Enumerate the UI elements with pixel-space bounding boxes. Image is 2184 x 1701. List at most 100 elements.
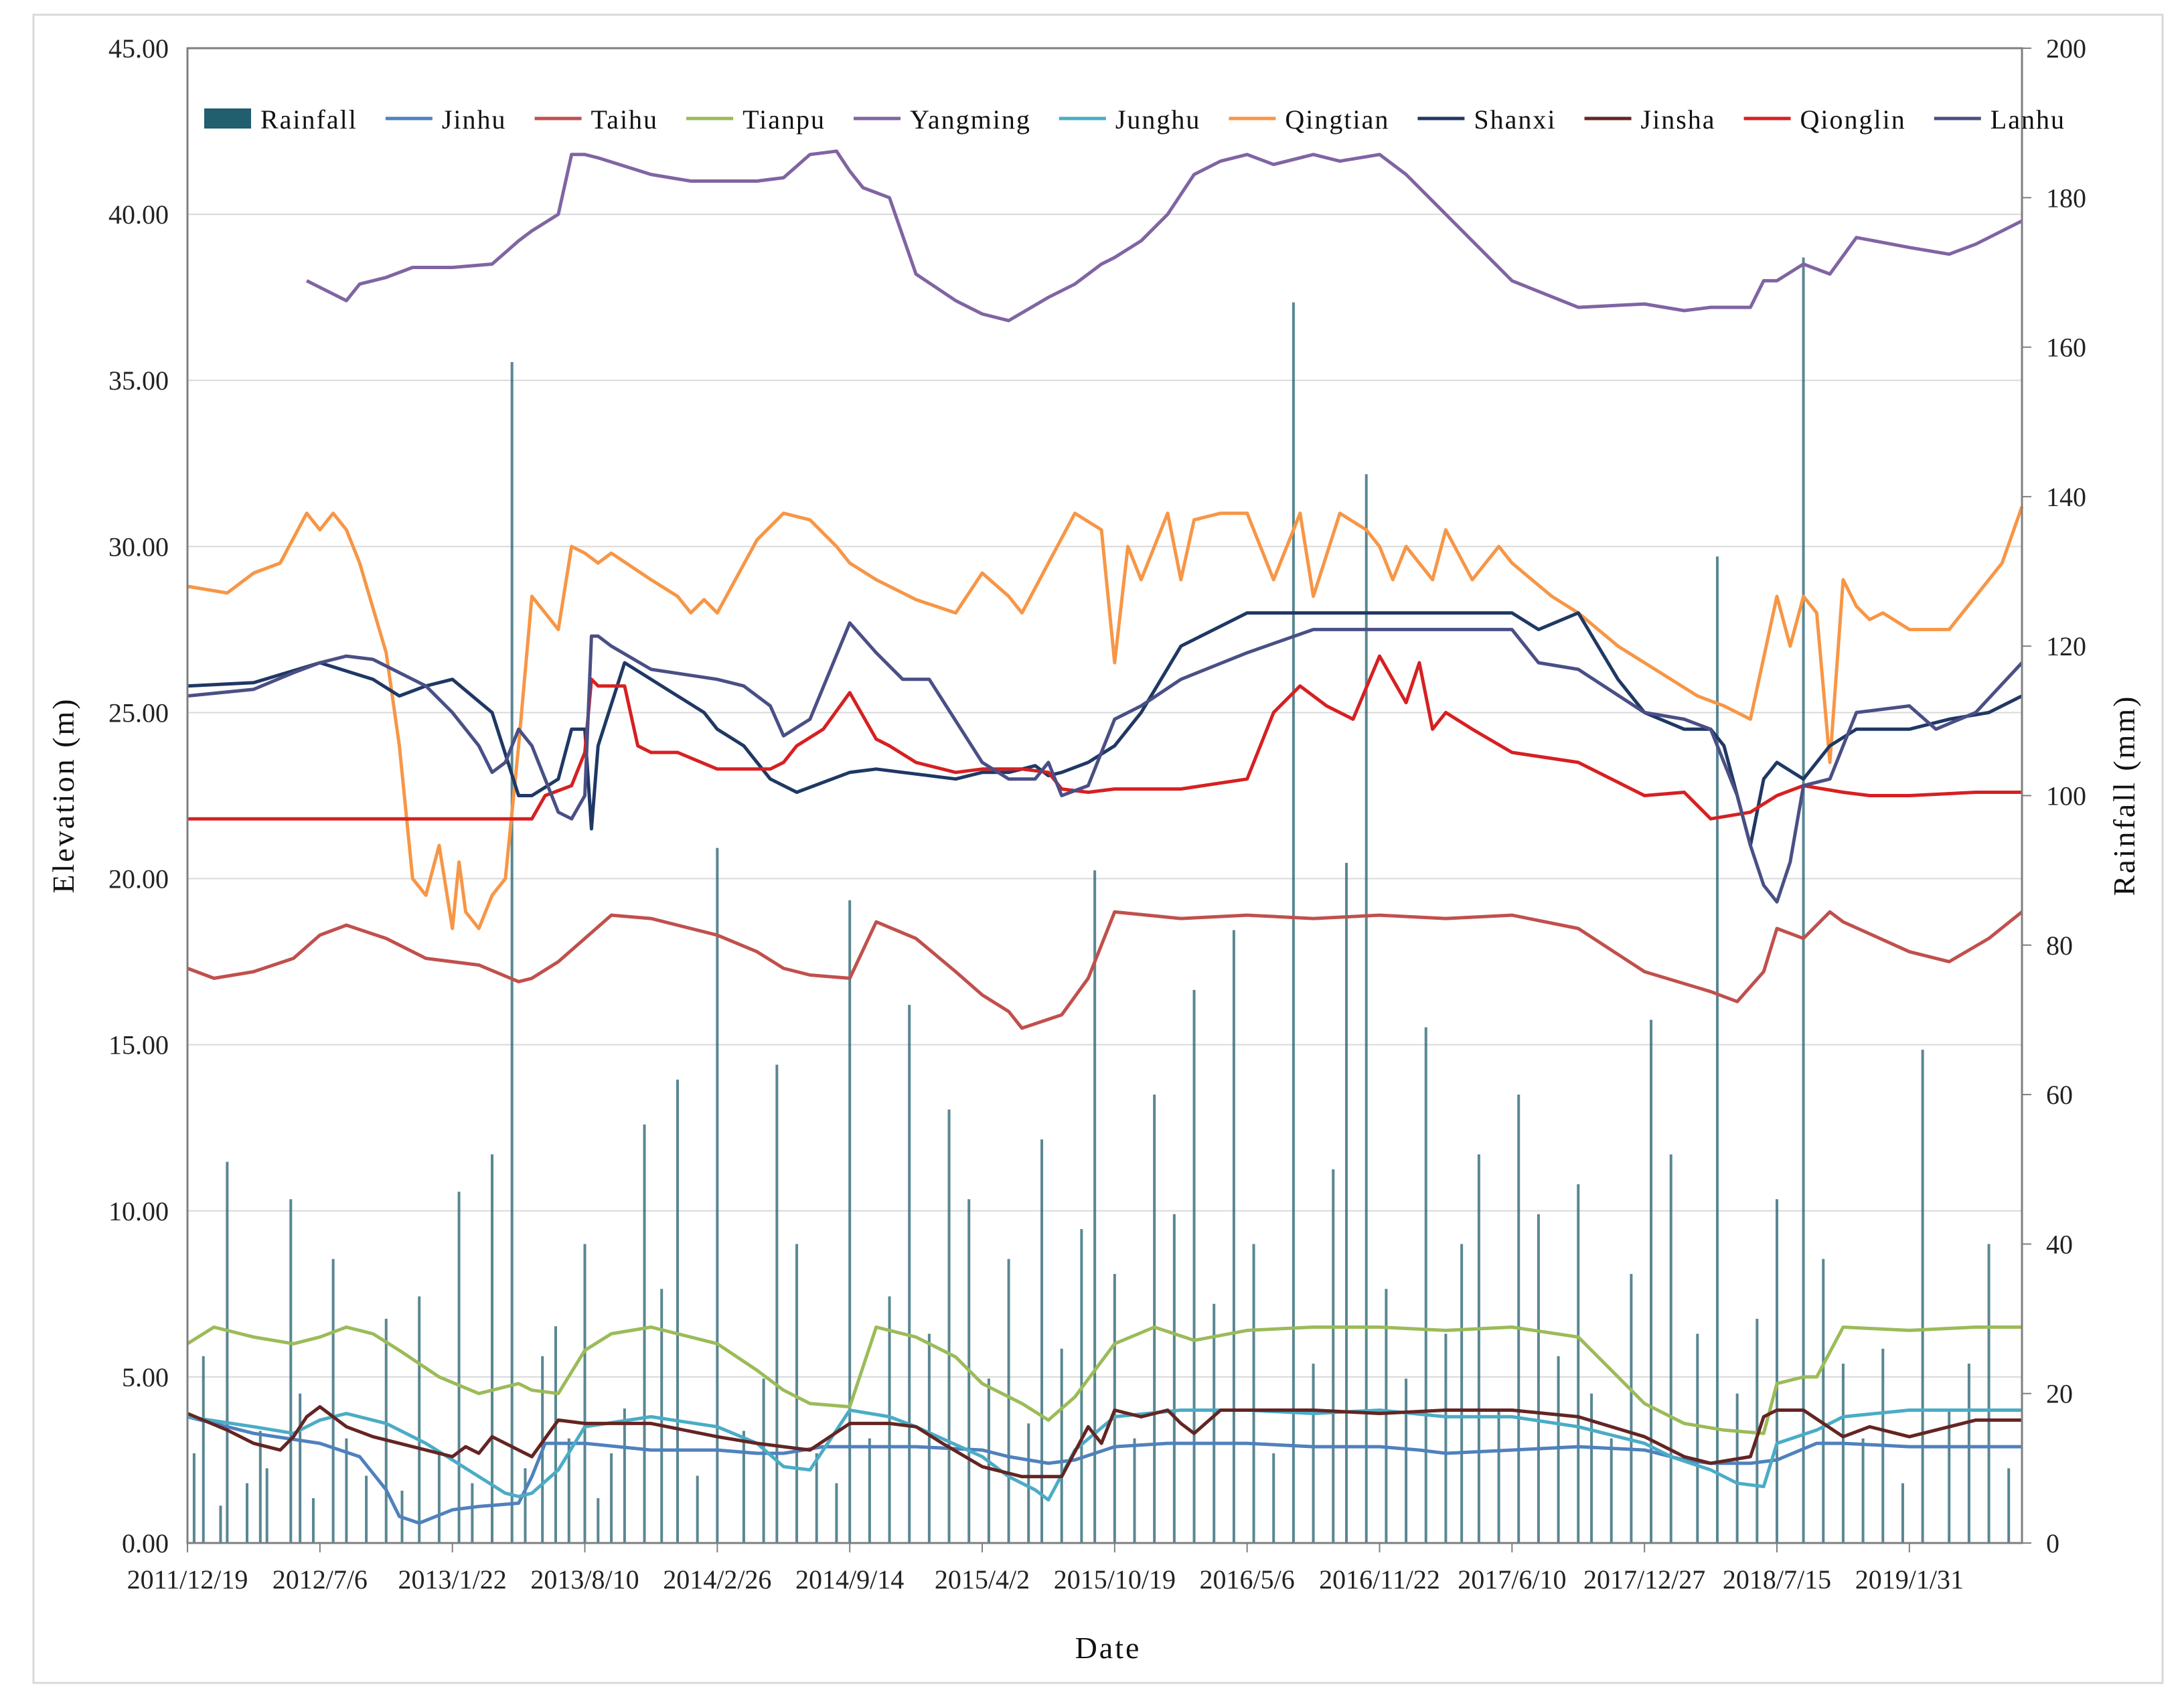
left-axis-ticks: 0.00 5.00 10.00 15.00 20.00 25.00 30.00 35.00 40… — [108, 33, 169, 1558]
x-tick-label: 2016/11/22 — [1319, 1564, 1440, 1595]
series-lines — [186, 149, 2024, 1525]
y-tick-label: 10.00 — [108, 1196, 169, 1226]
rainfall-bar — [1252, 1244, 1255, 1543]
rainfall-bar — [226, 1161, 229, 1543]
rainfall-bar — [1364, 474, 1368, 1543]
rainfall-bar — [762, 1378, 765, 1543]
legend-label: Jinsha — [1641, 104, 1716, 135]
rainfall-bar — [815, 1453, 818, 1543]
rainfall-bar — [1460, 1244, 1464, 1543]
rainfall-bar — [1424, 1027, 1427, 1543]
rainfall-bar — [437, 1453, 441, 1543]
legend-item-rainfall: Rainfall — [204, 104, 358, 135]
rainfall-bar — [775, 1064, 779, 1543]
x-tick-label: 2014/9/14 — [795, 1564, 904, 1595]
rainfall-bar — [345, 1438, 348, 1543]
rainfall-bar — [1715, 556, 1719, 1543]
rainfall-bar — [676, 1079, 679, 1543]
series-line-tianpu — [186, 1325, 2022, 1435]
rainfall-bar — [471, 1483, 474, 1543]
legend-item-qionglin: Qionglin — [1743, 104, 1905, 135]
rainfall-bar — [623, 1408, 626, 1543]
rainfall-bar — [246, 1483, 249, 1543]
rainfall-bar — [1630, 1274, 1633, 1543]
rainfall-bar — [1332, 1169, 1335, 1543]
rainfall-bar — [491, 1154, 494, 1543]
rainfall-bar — [1967, 1364, 1970, 1543]
y-tick-label: 15.00 — [108, 1030, 169, 1060]
y-tick-label: 35.00 — [108, 366, 169, 396]
rainfall-bar — [418, 1296, 421, 1543]
legend-item-jinhu: Jinhu — [385, 104, 507, 135]
rainfall-bar — [1841, 1364, 1845, 1543]
legend-label: Rainfall — [260, 104, 358, 135]
x-tick-label: 2015/10/19 — [1054, 1564, 1176, 1595]
x-tick-label: 2012/7/6 — [272, 1564, 368, 1595]
legend-label: Yangming — [910, 104, 1031, 135]
legend-label: Shanxi — [1474, 104, 1556, 135]
series-line-taihu — [187, 910, 2023, 1030]
rainfall-bar — [1312, 1364, 1315, 1543]
x-tick-label: 2016/5/6 — [1200, 1564, 1295, 1595]
rainfall-bar — [1213, 1303, 1216, 1543]
rainfall-bar — [1901, 1483, 1904, 1543]
rainfall-bar — [331, 1259, 335, 1543]
rainfall-bar — [1172, 1214, 1176, 1543]
rainfall-bar — [1345, 862, 1348, 1543]
y-tick-label: 5.00 — [122, 1362, 169, 1392]
y2-tick-label: 200 — [2046, 33, 2086, 64]
rainfall-bar — [742, 1431, 745, 1543]
rainfall-bar — [868, 1438, 871, 1543]
rainfall-bar — [265, 1468, 268, 1543]
rainfall-bar — [365, 1475, 368, 1543]
rainfall-bar — [643, 1124, 646, 1543]
rainfall-bar — [1027, 1423, 1030, 1543]
rainfall-bar — [219, 1506, 222, 1543]
rainfall-bar — [567, 1438, 570, 1543]
y2-tick-label: 80 — [2046, 930, 2073, 961]
rainfall-bar — [835, 1483, 838, 1543]
rainfall-bar — [1272, 1453, 1275, 1543]
rainfall-bar — [202, 1356, 205, 1543]
plot-area — [186, 47, 2023, 1544]
rainfall-bar — [1756, 1319, 1759, 1543]
chart-border — [32, 13, 2164, 1684]
x-tick-label: 2018/7/15 — [1723, 1564, 1831, 1595]
x-tick-label: 2013/8/10 — [530, 1564, 639, 1595]
rainfall-bar — [1590, 1393, 1593, 1543]
gridlines — [187, 48, 2022, 1544]
legend-item-yangming: Yangming — [853, 104, 1031, 135]
rainfall-bar — [795, 1244, 799, 1543]
y-tick-label: 40.00 — [108, 199, 169, 230]
legend-swatch — [204, 108, 251, 129]
x-tick-label: 2014/2/26 — [663, 1564, 771, 1595]
rainfall-bar — [524, 1468, 527, 1543]
rainfall-bar — [258, 1431, 262, 1543]
legend-label: Taihu — [591, 104, 659, 135]
rainfall-bar — [1060, 1348, 1063, 1543]
rainfall-bar — [1292, 302, 1295, 1543]
legend-label: Jinhu — [442, 104, 507, 135]
rainfall-bar — [1861, 1438, 1865, 1543]
series-line-lanhu — [187, 621, 2023, 904]
legend-item-jinsha: Jinsha — [1584, 104, 1716, 135]
rainfall-bar — [1385, 1289, 1388, 1543]
legend-item-qingtian: Qingtian — [1229, 104, 1389, 135]
x-tick-label: 2017/12/27 — [1583, 1564, 1705, 1595]
x-tick-label: 2013/1/22 — [398, 1564, 507, 1595]
y-tick-label: 30.00 — [108, 532, 169, 562]
rainfall-bar — [1669, 1154, 1672, 1543]
rainfall-bar — [1537, 1214, 1540, 1543]
rainfall-bar — [947, 1109, 951, 1543]
rainfall-bar — [1133, 1438, 1136, 1543]
series-line-yangming — [305, 149, 2023, 323]
rainfall-bar — [583, 1244, 587, 1543]
rainfall-bar — [888, 1296, 891, 1543]
rainfall-bar — [1477, 1154, 1480, 1543]
x-tick-label: 2011/12/19 — [127, 1564, 248, 1595]
rainfall-bar — [1650, 1020, 1653, 1543]
legend-label: Qingtian — [1285, 104, 1389, 135]
y-tick-label: 45.00 — [108, 33, 169, 64]
rainfall-bar — [1192, 989, 1196, 1543]
rainfall-bar — [2007, 1468, 2011, 1543]
